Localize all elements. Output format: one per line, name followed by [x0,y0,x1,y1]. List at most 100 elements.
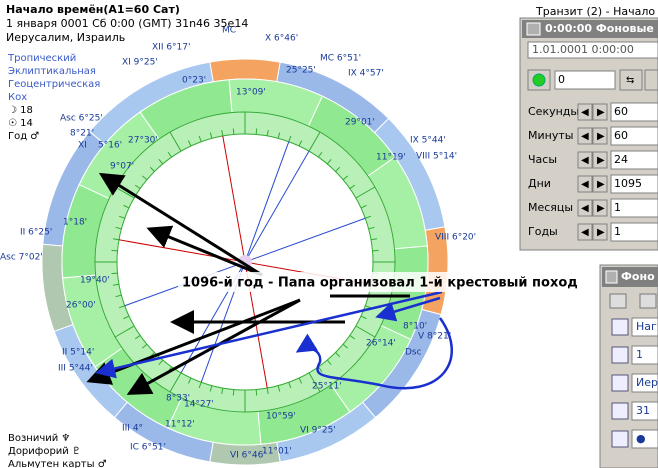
tick [288,135,292,142]
wheel-label: 19°40' [80,276,110,286]
tick [318,366,323,373]
arrow-icon: ◀ [581,227,589,238]
arrow-icon: ▶ [597,227,605,238]
window-title: Фоно [621,270,655,283]
more-button[interactable] [644,69,658,91]
tick [115,294,122,298]
tick [355,186,376,199]
row-field[interactable] [610,102,658,122]
tick [123,315,130,320]
toolbar-button[interactable] [639,293,657,309]
wheel-label: II 5°14' [62,348,94,358]
date-field[interactable] [527,41,658,59]
arrow-left[interactable] [577,199,593,217]
arrow-right[interactable] [592,103,608,121]
tick [365,305,372,309]
tick [335,166,341,172]
row-icon[interactable] [611,318,629,336]
arrow-left[interactable] [577,103,593,121]
footer-item: Дорифорий ♇ [8,446,81,457]
row-field[interactable] [610,150,658,170]
chart-title: Начало времён(А1=60 Сат) [6,3,180,16]
arrow-right[interactable] [592,223,608,241]
wheel-label: 25°25' [286,66,316,76]
row-icon[interactable] [611,346,629,364]
row-label: Минуты [528,129,573,142]
tick [372,249,379,252]
toolbar-button[interactable] [609,293,627,309]
tick [308,131,321,152]
row-icon[interactable] [611,402,629,420]
row-field[interactable] [631,317,658,337]
wheel-label: XII 6°17' [152,43,191,53]
step-field[interactable] [554,70,616,90]
wheel-label: 27°30' [128,136,158,146]
swap-button[interactable] [619,69,643,91]
tick [134,335,141,340]
setting: Эклиптикальная [8,66,96,77]
tick [169,372,182,393]
tick [198,135,202,142]
tick [266,129,269,137]
tick [114,325,135,338]
tick [342,343,348,349]
tick [149,166,155,172]
row-field[interactable] [610,198,658,218]
arrow-right[interactable] [592,151,608,169]
date-value: 1.01.0001 0:00:00 [532,43,634,56]
tick [355,325,376,338]
wheel-label: 8°33' [166,394,190,404]
row-label: Дни [528,177,551,190]
arrow-left[interactable] [577,151,593,169]
tick [349,184,356,189]
transit-title: Транзит (2) - Начало [535,5,655,18]
row-icon[interactable] [611,374,629,392]
row-value: 1 [636,348,643,361]
tick [318,151,323,158]
footer-item: Возничий ♆ [8,433,70,444]
tick [118,215,125,219]
arrow-left[interactable] [577,127,593,145]
arrow-left[interactable] [577,223,593,241]
wheel-label: 1°18' [63,218,87,228]
row-field[interactable] [631,373,658,393]
tick [360,204,367,209]
chart-wheel [41,58,449,466]
wheel-label: Asc 7°02' [0,253,43,263]
setting: Кох [8,92,27,103]
setting: Тропический [7,53,76,64]
row-field[interactable] [610,126,658,146]
row-icon[interactable] [611,430,629,448]
arrow-right[interactable] [592,175,608,193]
wheel-label: 11°01' [262,447,292,457]
wheel-label: XI 9°25' [122,58,158,68]
tick [342,175,348,181]
tick [169,131,182,152]
wheel-label: 10°59' [266,412,296,422]
tick [298,377,303,384]
row-value: 31 [636,404,650,417]
house-segment [209,58,281,83]
arrow-right[interactable] [592,199,608,217]
arrow-icon: ◀ [581,107,589,118]
row-label: Годы [528,225,558,238]
tick [111,272,118,275]
step-value: 0 [558,73,565,86]
arrow-left[interactable] [577,175,593,193]
arrow-right[interactable] [592,127,608,145]
tick [370,238,378,241]
arrow-icon: ◀ [581,179,589,190]
tick [360,315,367,320]
tick [255,128,258,135]
wheel-label: 8°21' [70,129,94,139]
row-field[interactable] [631,429,658,449]
row-field[interactable] [610,222,658,242]
arrow-icon: ◀ [581,131,589,142]
swap-icon: ⇆ [626,75,634,86]
row-field[interactable] [631,401,658,421]
row-field[interactable] [610,174,658,194]
row-field[interactable] [631,345,658,365]
tick [349,335,356,340]
tick [115,226,122,230]
